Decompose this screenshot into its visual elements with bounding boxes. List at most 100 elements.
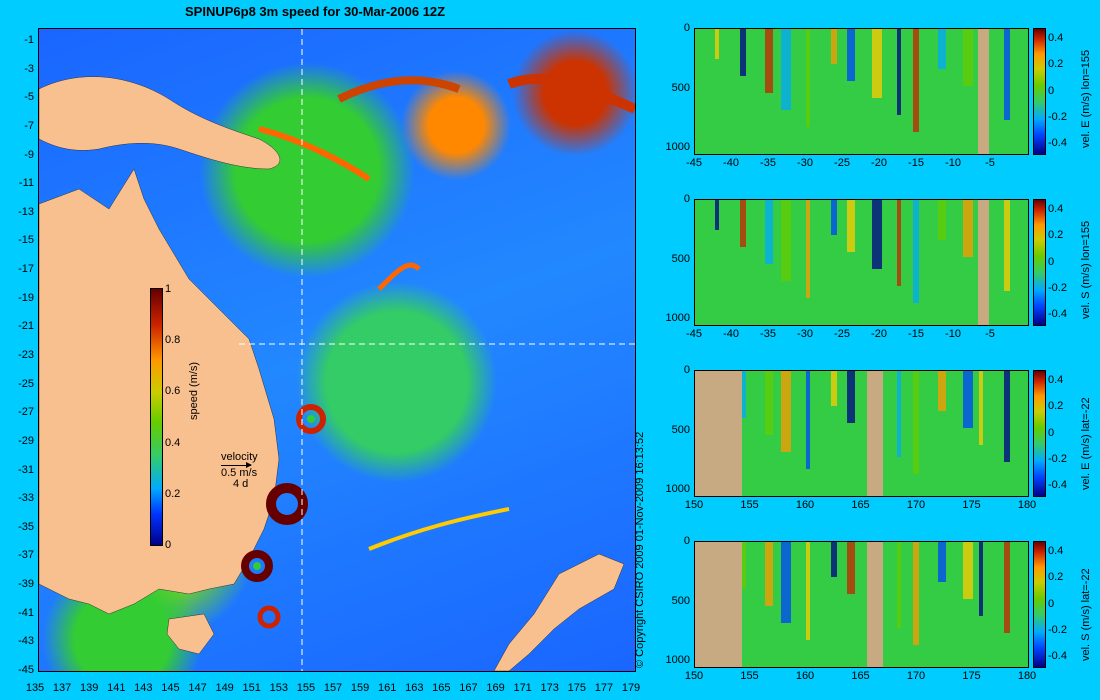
longitude-label: 147 bbox=[188, 682, 207, 694]
section-streak bbox=[938, 29, 946, 69]
section-streak bbox=[781, 371, 791, 452]
current-band-2 bbox=[337, 76, 461, 103]
longitude-label: 143 bbox=[134, 682, 153, 694]
section-x-tick: -30 bbox=[797, 157, 813, 169]
eddy-5 bbox=[253, 562, 261, 570]
section-depth-tick: 0 bbox=[683, 364, 690, 376]
section-depth-tick: 0 bbox=[683, 193, 690, 205]
section-x-tick: -30 bbox=[797, 328, 813, 340]
section-x-tick: -10 bbox=[945, 328, 961, 340]
section-plot-lat-south bbox=[694, 541, 1029, 668]
section-streak bbox=[1004, 200, 1010, 291]
section-x-tick: -40 bbox=[723, 157, 739, 169]
section-x-tick: -15 bbox=[908, 328, 924, 340]
section-x-tick: 160 bbox=[795, 499, 815, 511]
section-colorbar-tick: 0 bbox=[1048, 84, 1055, 97]
latitude-label: -7 bbox=[24, 119, 34, 132]
longitude-label: 137 bbox=[52, 682, 72, 694]
speed-colorbar-tick: 1 bbox=[165, 283, 172, 295]
section-streak bbox=[847, 542, 855, 594]
section-depth-labels: 0 500 1000 bbox=[644, 535, 690, 666]
section-x-tick: -5 bbox=[985, 328, 995, 340]
section-x-tick: 150 bbox=[684, 670, 704, 682]
section-depth-tick: 0 bbox=[683, 535, 690, 547]
section-colorbar-tick: 0.4 bbox=[1048, 545, 1064, 558]
section-streak bbox=[765, 542, 773, 606]
figure-title: SPINUP6p8 3m speed for 30-Mar-2006 12Z bbox=[185, 4, 446, 19]
longitude-label: 153 bbox=[269, 682, 288, 694]
section-colorbar-tick: -0.2 bbox=[1048, 110, 1067, 123]
section-x-tick: 180 bbox=[1017, 499, 1037, 511]
longitude-label: 161 bbox=[377, 682, 397, 694]
section-x-tick: 165 bbox=[851, 499, 870, 511]
section-streak bbox=[847, 29, 855, 81]
section-x-tick: 175 bbox=[962, 670, 981, 682]
section-streak bbox=[963, 29, 973, 86]
section-x-labels: -45 -40 -35 -30 -25 -20 -15 -10 -5 bbox=[686, 328, 1027, 342]
land-new-zealand bbox=[493, 553, 625, 671]
section-x-tick: 170 bbox=[906, 670, 926, 682]
velocity-legend-interval: 4 d bbox=[233, 478, 249, 490]
speed-colorbar-tick: 0.2 bbox=[165, 487, 181, 500]
section-colorbar-tick: 0.2 bbox=[1048, 229, 1064, 242]
section-title: vel. S (m/s) lon=155 bbox=[1080, 220, 1092, 319]
section-depth-tick: 1000 bbox=[665, 483, 690, 496]
section-x-tick: 175 bbox=[962, 499, 981, 511]
longitude-label: 135 bbox=[25, 682, 45, 694]
section-x-labels: 150 155 160 165 170 175 180 bbox=[685, 670, 1036, 684]
section-land-mask bbox=[867, 371, 883, 496]
section-depth-tick: 500 bbox=[671, 81, 690, 94]
section-x-tick: 155 bbox=[740, 670, 759, 682]
section-depth-labels: 0 500 1000 bbox=[644, 193, 690, 324]
current-band-1 bbox=[258, 126, 371, 182]
section-streak bbox=[913, 200, 919, 303]
section-depth-labels: 0 500 1000 bbox=[644, 364, 690, 496]
longitude-label: 175 bbox=[567, 682, 586, 694]
section-x-tick: -25 bbox=[834, 328, 850, 340]
section-streak bbox=[715, 29, 719, 59]
longitude-label: 159 bbox=[350, 682, 370, 694]
longitude-label: 167 bbox=[459, 682, 478, 694]
velocity-arrow-icon bbox=[221, 462, 252, 468]
section-streak bbox=[831, 29, 837, 64]
section-x-tick: -15 bbox=[908, 157, 924, 169]
latitude-label: -43 bbox=[18, 635, 34, 648]
section-streak bbox=[847, 371, 855, 423]
section-streak bbox=[913, 542, 919, 645]
latitude-label: -5 bbox=[24, 91, 34, 104]
latitude-label: -27 bbox=[18, 406, 34, 419]
section-streak bbox=[938, 542, 946, 582]
latitude-label: -35 bbox=[18, 520, 34, 533]
section-colorbar-tick: 0 bbox=[1048, 255, 1055, 268]
section-x-labels: 150 155 160 165 170 175 180 bbox=[685, 499, 1036, 513]
section-x-tick: -20 bbox=[871, 157, 887, 169]
section-x-labels: -45 -40 -35 -30 -25 -20 -15 -10 -5 bbox=[686, 157, 1027, 171]
section-colorbar bbox=[1033, 541, 1046, 668]
current-band-3 bbox=[507, 73, 635, 114]
latitude-label: -17 bbox=[18, 263, 34, 276]
section-x-tick: -45 bbox=[686, 328, 702, 340]
section-x-tick: -20 bbox=[871, 328, 887, 340]
latitude-label: -39 bbox=[18, 578, 34, 591]
latitude-label: -9 bbox=[24, 148, 34, 161]
velocity-legend-title: velocity bbox=[221, 451, 258, 463]
section-title: vel. E (m/s) lat=-22 bbox=[1080, 397, 1092, 490]
section-streak bbox=[1004, 371, 1010, 462]
section-streak bbox=[963, 542, 973, 599]
longitude-label: 163 bbox=[405, 682, 424, 694]
section-streak bbox=[740, 371, 746, 418]
section-x-tick: -10 bbox=[945, 157, 961, 169]
longitude-label: 145 bbox=[161, 682, 180, 694]
section-depth-tick: 1000 bbox=[665, 141, 690, 154]
section-land-mask bbox=[695, 371, 742, 496]
section-colorbar-tick: -0.4 bbox=[1048, 478, 1067, 491]
map-land-and-eddies bbox=[39, 29, 635, 671]
longitude-label: 151 bbox=[242, 682, 261, 694]
section-plot-lat-east bbox=[694, 370, 1029, 497]
latitude-label: -11 bbox=[18, 177, 34, 190]
section-colorbar-tick: 0.4 bbox=[1048, 374, 1064, 387]
section-streak bbox=[740, 542, 746, 589]
section-streak bbox=[963, 200, 973, 257]
section-streak bbox=[765, 200, 773, 264]
eddy-3 bbox=[266, 483, 308, 525]
